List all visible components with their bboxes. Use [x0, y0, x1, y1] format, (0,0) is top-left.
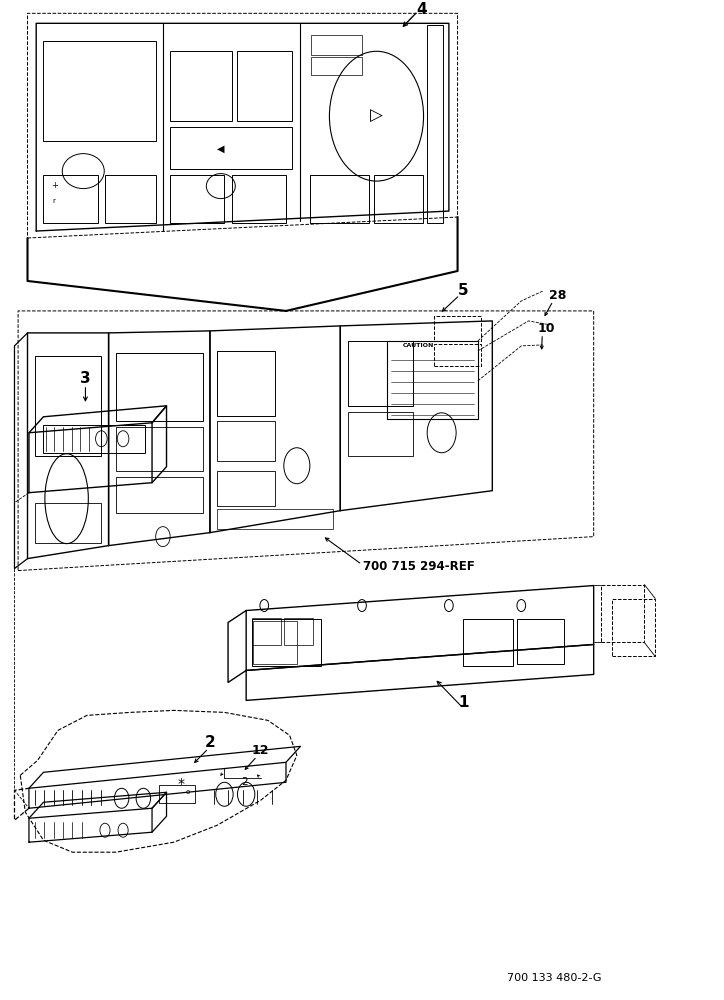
Bar	[170, 127, 292, 169]
Bar	[35, 503, 101, 543]
Bar	[612, 599, 655, 656]
Bar	[284, 618, 313, 645]
Text: o: o	[186, 789, 190, 795]
Bar	[310, 175, 369, 223]
Bar	[434, 316, 481, 341]
Text: CAUTION: CAUTION	[403, 343, 434, 348]
Bar	[348, 341, 413, 406]
Bar	[253, 621, 297, 664]
Bar	[232, 175, 286, 223]
Text: 10: 10	[538, 322, 555, 335]
Bar	[105, 175, 156, 223]
Text: 4: 4	[416, 2, 426, 17]
Bar	[217, 351, 275, 416]
Bar	[252, 618, 281, 645]
Bar	[237, 51, 292, 121]
Text: 2: 2	[241, 777, 248, 787]
Bar	[374, 175, 423, 223]
Text: *: *	[177, 777, 185, 791]
Bar	[517, 619, 564, 664]
Text: 5: 5	[458, 283, 468, 298]
Text: 28: 28	[549, 289, 566, 302]
Bar	[463, 619, 513, 666]
Bar	[217, 421, 275, 461]
Bar	[311, 57, 362, 75]
Text: 700 133 480-2-G: 700 133 480-2-G	[507, 973, 601, 983]
Bar	[43, 175, 98, 223]
Text: +: +	[51, 181, 58, 190]
Bar	[116, 353, 203, 421]
Bar	[170, 175, 224, 223]
Bar	[252, 619, 321, 666]
Text: 700 715 294-REF: 700 715 294-REF	[363, 560, 475, 573]
Bar	[427, 25, 443, 223]
Bar	[387, 341, 478, 419]
Bar	[43, 41, 156, 141]
Text: 1: 1	[458, 695, 468, 710]
Bar	[311, 35, 362, 55]
Text: ▷: ▷	[370, 107, 383, 125]
Text: r: r	[53, 198, 56, 204]
Text: 12: 12	[252, 744, 269, 757]
Bar	[170, 51, 232, 121]
Bar	[116, 427, 203, 471]
Bar	[348, 412, 413, 456]
Bar	[116, 477, 203, 513]
Bar	[434, 344, 481, 366]
Bar	[43, 425, 145, 453]
Bar	[217, 509, 333, 529]
Bar	[159, 785, 195, 803]
Bar	[35, 356, 101, 456]
Text: ◀: ◀	[217, 144, 224, 154]
Bar	[601, 585, 644, 642]
Text: 3: 3	[80, 371, 90, 386]
Bar	[217, 471, 275, 506]
Text: 2: 2	[205, 735, 215, 750]
